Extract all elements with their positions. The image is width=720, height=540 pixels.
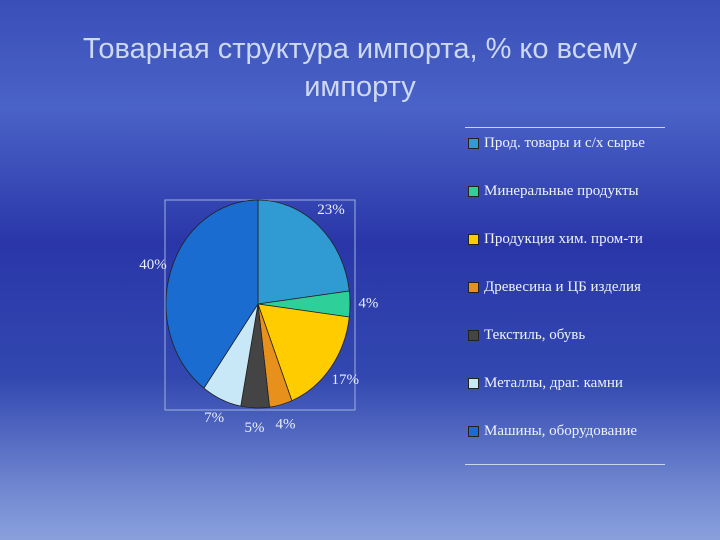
legend-swatch (468, 234, 479, 245)
pie-slice (165, 199, 259, 389)
legend-item: Продукция хим. пром-ти (468, 230, 668, 248)
legend-swatch (468, 282, 479, 293)
data-label: 23% (317, 202, 345, 218)
legend-rule (465, 464, 665, 465)
legend-item: Прод. товары и с/х сырье (468, 134, 668, 152)
legend-label: Металлы, драг. камни (484, 375, 623, 391)
legend-swatch (468, 186, 479, 197)
legend-item: Минеральные продукты (468, 182, 668, 200)
legend-label: Продукция хим. пром-ти (484, 231, 643, 247)
legend-swatch (468, 378, 479, 389)
legend-rule (465, 127, 665, 128)
data-label: 40% (139, 257, 167, 273)
pie-slice (257, 303, 350, 402)
chart-title: Товарная структура импорта, % ко всему и… (82, 33, 638, 103)
legend-item: Древесина и ЦБ изделия (468, 278, 668, 296)
legend-label: Прод. товары и с/х сырье (484, 135, 645, 151)
legend-label: Древесина и ЦБ изделия (484, 279, 641, 295)
legend-item: Машины, оборудование (468, 422, 668, 440)
pie-slice (257, 199, 350, 305)
legend-swatch (468, 426, 479, 437)
legend-label: Машины, оборудование (484, 423, 638, 439)
data-label: 17% (331, 372, 359, 388)
legend-swatch (468, 138, 479, 149)
legend-label: Минеральные продукты (484, 183, 639, 199)
legend-swatch (468, 330, 479, 341)
legend-item: Текстиль, обувь (468, 326, 668, 344)
data-label: 7% (204, 410, 224, 426)
data-label: 4% (358, 295, 378, 311)
data-label: 5% (245, 420, 265, 436)
legend-label: Текстиль, обувь (484, 327, 586, 343)
data-label: 4% (275, 416, 295, 432)
legend-item: Металлы, драг. камни (468, 374, 668, 392)
